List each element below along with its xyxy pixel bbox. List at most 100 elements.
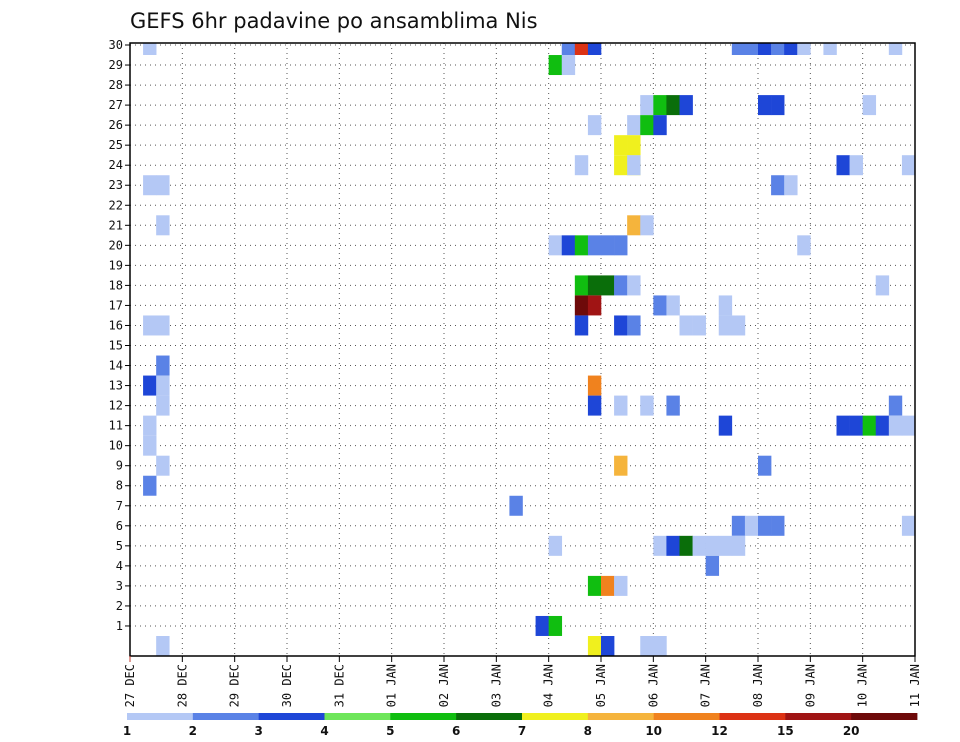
y-tick-label: 3 bbox=[116, 579, 123, 593]
precip-cell bbox=[627, 135, 641, 156]
precip-cell bbox=[771, 43, 785, 55]
plot-frame bbox=[129, 42, 916, 657]
colorbar-segment bbox=[192, 713, 260, 720]
precip-cell bbox=[679, 535, 693, 556]
precip-cell bbox=[771, 175, 785, 196]
colorbar-label: 8 bbox=[584, 724, 592, 738]
precip-cell bbox=[614, 395, 628, 416]
precip-cell bbox=[731, 315, 746, 336]
x-tick-label: 02 JAN bbox=[437, 664, 451, 707]
precip-cell bbox=[156, 395, 170, 416]
chart-title: GEFS 6hr padavine po ansamblima Nis bbox=[130, 9, 538, 33]
y-tick-label: 20 bbox=[109, 238, 123, 252]
y-tick-label: 28 bbox=[109, 78, 123, 92]
precip-cell bbox=[666, 295, 680, 316]
precip-cell bbox=[509, 495, 523, 516]
x-tick-label: 28 DEC bbox=[175, 664, 189, 707]
precip-cell bbox=[627, 275, 641, 296]
precip-cell bbox=[692, 315, 706, 336]
precip-cell bbox=[731, 515, 746, 536]
y-tick-label: 17 bbox=[109, 298, 123, 312]
y-tick-label: 29 bbox=[109, 58, 123, 72]
precip-cell bbox=[862, 95, 877, 116]
precip-cell bbox=[692, 535, 706, 556]
precip-cell bbox=[156, 175, 170, 196]
precip-cell bbox=[627, 315, 641, 336]
precip-cell bbox=[784, 175, 798, 196]
precip-cell bbox=[574, 295, 589, 316]
x-tick-label: 05 JAN bbox=[594, 664, 608, 707]
precip-cell bbox=[614, 235, 628, 256]
precip-cell bbox=[888, 43, 903, 55]
x-tick-label: 01 JAN bbox=[385, 664, 399, 707]
precip-cell bbox=[744, 43, 759, 55]
colorbar-label: 10 bbox=[645, 724, 662, 738]
y-tick-label: 16 bbox=[109, 318, 123, 332]
x-axis: 27 DEC 28 DEC 29 DEC 30 DEC 31 DEC 01 JAN 02 J… bbox=[123, 656, 922, 707]
colorbar-label: 5 bbox=[386, 724, 394, 738]
precip-cell bbox=[561, 235, 576, 256]
precip-cell bbox=[143, 175, 157, 196]
x-tick-label: 27 DEC bbox=[123, 664, 137, 707]
colorbar-segment bbox=[653, 713, 720, 720]
colorbar-segment bbox=[127, 713, 194, 720]
precip-cell bbox=[156, 455, 170, 476]
precip-cell bbox=[666, 395, 680, 416]
precip-cell bbox=[156, 315, 170, 336]
colorbar-segment bbox=[258, 713, 325, 720]
y-tick-label: 2 bbox=[116, 599, 123, 613]
precip-cell bbox=[679, 315, 693, 336]
colorbar-label: 2 bbox=[189, 724, 197, 738]
grid-lines bbox=[130, 43, 915, 656]
precip-cell bbox=[849, 415, 863, 436]
precip-cell bbox=[548, 55, 563, 76]
precip-cell bbox=[666, 95, 680, 116]
precip-cell bbox=[143, 43, 157, 55]
x-tick-label: 29 DEC bbox=[228, 664, 242, 707]
precip-cell bbox=[901, 415, 916, 436]
precip-cell bbox=[901, 155, 916, 176]
precip-cell bbox=[143, 475, 157, 496]
precip-cell bbox=[574, 275, 589, 296]
colorbar-segment bbox=[522, 713, 589, 720]
precip-cell bbox=[587, 115, 602, 136]
y-tick-label: 21 bbox=[109, 218, 123, 232]
precip-cell bbox=[888, 415, 903, 436]
precip-cell bbox=[888, 395, 903, 416]
precip-cell bbox=[574, 315, 589, 336]
precip-cell bbox=[574, 155, 589, 176]
precip-cell bbox=[548, 235, 563, 256]
precip-cell bbox=[548, 535, 563, 556]
precip-cell bbox=[718, 295, 733, 316]
precip-cell bbox=[705, 535, 720, 556]
precip-cell bbox=[614, 315, 628, 336]
precip-cell bbox=[744, 515, 759, 536]
colorbar-label: 20 bbox=[843, 724, 860, 738]
precip-cell bbox=[731, 43, 746, 55]
precip-cell bbox=[627, 215, 641, 236]
precip-cell bbox=[143, 415, 157, 436]
precip-cell bbox=[627, 115, 641, 136]
x-tick-label: 31 DEC bbox=[332, 664, 346, 707]
precip-cell bbox=[679, 95, 693, 116]
precip-cell bbox=[771, 95, 785, 116]
precip-cell bbox=[849, 155, 863, 176]
precip-cell bbox=[875, 275, 890, 296]
y-tick-label: 27 bbox=[109, 98, 123, 112]
precip-cell bbox=[156, 215, 170, 236]
precip-cell bbox=[758, 455, 772, 476]
precip-cell bbox=[836, 155, 850, 176]
precip-cell bbox=[143, 435, 157, 456]
colorbar-segment bbox=[785, 713, 852, 720]
precip-cell bbox=[640, 395, 654, 416]
x-tick-label: 08 JAN bbox=[751, 664, 765, 707]
precip-cell bbox=[614, 575, 628, 596]
precip-cell bbox=[718, 315, 733, 336]
precip-cell bbox=[836, 415, 850, 436]
y-tick-label: 18 bbox=[109, 278, 123, 292]
precip-cell bbox=[862, 415, 877, 436]
x-tick-label: 06 JAN bbox=[646, 664, 660, 707]
precip-cell bbox=[614, 135, 628, 156]
precip-cell bbox=[771, 515, 785, 536]
precip-cell bbox=[614, 275, 628, 296]
